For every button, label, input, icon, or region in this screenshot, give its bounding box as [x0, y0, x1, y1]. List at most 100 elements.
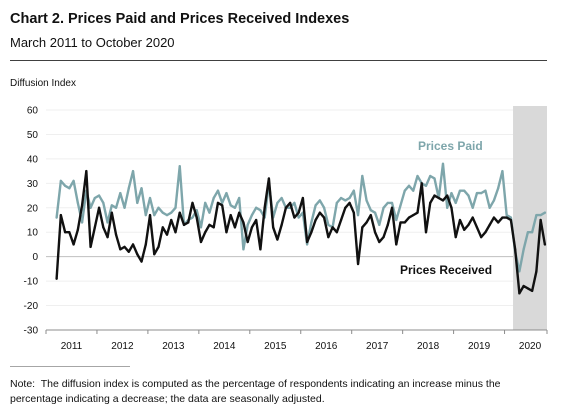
data-point	[127, 187, 130, 190]
data-point	[238, 196, 241, 200]
data-point	[382, 236, 385, 239]
data-point	[255, 206, 258, 209]
data-point	[178, 165, 181, 168]
data-point	[140, 187, 143, 190]
data-point	[505, 214, 508, 217]
data-point	[233, 206, 237, 209]
x-tick-label: 2012	[111, 341, 134, 352]
data-point	[114, 233, 118, 236]
data-point	[518, 270, 521, 273]
data-point	[204, 201, 207, 204]
data-point	[424, 231, 428, 234]
data-point	[123, 206, 126, 209]
data-point	[412, 214, 415, 217]
data-point	[331, 226, 334, 229]
data-point	[165, 214, 169, 217]
data-point	[127, 250, 130, 253]
data-point	[148, 196, 152, 200]
data-point	[68, 187, 71, 190]
data-point	[352, 189, 355, 192]
data-point	[102, 201, 105, 204]
data-point	[365, 221, 368, 224]
data-point	[59, 179, 62, 182]
data-point	[250, 226, 254, 229]
data-point	[208, 223, 211, 226]
x-axis-tick-labels: 2011 2012 2013 2014 2015 2016 2017 2018 2019 2020	[61, 341, 542, 352]
data-point	[68, 231, 71, 234]
data-point	[535, 270, 538, 273]
data-point	[225, 192, 228, 195]
y-tick-label: 10	[27, 228, 39, 239]
data-point	[131, 170, 135, 173]
data-point	[55, 277, 58, 280]
data-point	[293, 201, 296, 204]
data-point	[475, 192, 479, 195]
data-point	[301, 196, 304, 200]
data-point	[76, 228, 79, 231]
data-point	[55, 216, 58, 219]
data-point	[174, 206, 177, 209]
y-tick-label: 40	[27, 154, 39, 165]
data-point	[386, 201, 389, 204]
data-point	[373, 211, 377, 214]
data-point	[165, 233, 169, 236]
data-point	[497, 221, 500, 224]
data-point	[212, 226, 215, 229]
data-point	[344, 199, 347, 202]
data-point	[497, 187, 500, 190]
data-point	[110, 204, 113, 207]
data-point	[492, 199, 496, 202]
data-point	[144, 214, 147, 217]
data-point	[475, 226, 479, 229]
data-point	[509, 218, 513, 222]
series-line	[55, 169, 547, 295]
data-point	[174, 231, 177, 234]
data-point	[543, 243, 546, 246]
data-point	[458, 189, 462, 192]
chart-subtitle: March 2011 to October 2020	[10, 35, 175, 50]
data-point	[123, 245, 126, 248]
data-point	[378, 223, 381, 226]
x-tick-label: 2011	[61, 341, 83, 352]
series-label-prices-received: Prices Received	[400, 263, 492, 277]
data-point	[136, 201, 139, 204]
data-point	[369, 214, 372, 217]
data-point	[85, 170, 88, 173]
data-point	[437, 196, 440, 200]
x-tick-label: 2020	[519, 341, 542, 352]
data-point	[356, 262, 360, 266]
data-point	[250, 214, 254, 217]
y-axis-label: Diffusion Index	[10, 78, 76, 89]
data-point	[93, 196, 96, 200]
y-tick-label: -20	[24, 301, 39, 312]
data-point	[322, 206, 326, 209]
data-point	[339, 218, 343, 222]
note-line-2: percentage indicating a decrease; the da…	[10, 393, 325, 405]
data-point	[161, 211, 164, 214]
data-point	[322, 216, 326, 219]
data-point	[390, 201, 394, 204]
data-point	[191, 216, 194, 219]
data-point	[59, 214, 62, 217]
data-point	[64, 231, 67, 234]
data-point	[187, 221, 190, 224]
data-point	[229, 214, 232, 217]
data-point	[102, 226, 105, 229]
series-lines	[55, 162, 547, 295]
data-point	[531, 289, 534, 292]
data-point	[263, 206, 266, 209]
data-point	[195, 216, 198, 219]
y-tick-label: 30	[27, 179, 39, 190]
data-point	[153, 214, 156, 217]
x-tick-label: 2016	[315, 341, 338, 352]
shaded-period-rect	[513, 106, 547, 330]
data-point	[373, 231, 377, 234]
x-tick-label: 2013	[162, 341, 185, 352]
data-point	[136, 253, 139, 256]
data-point	[216, 201, 220, 204]
data-point	[280, 223, 283, 226]
data-point	[458, 218, 462, 222]
data-point	[386, 223, 389, 226]
data-point	[199, 240, 203, 244]
